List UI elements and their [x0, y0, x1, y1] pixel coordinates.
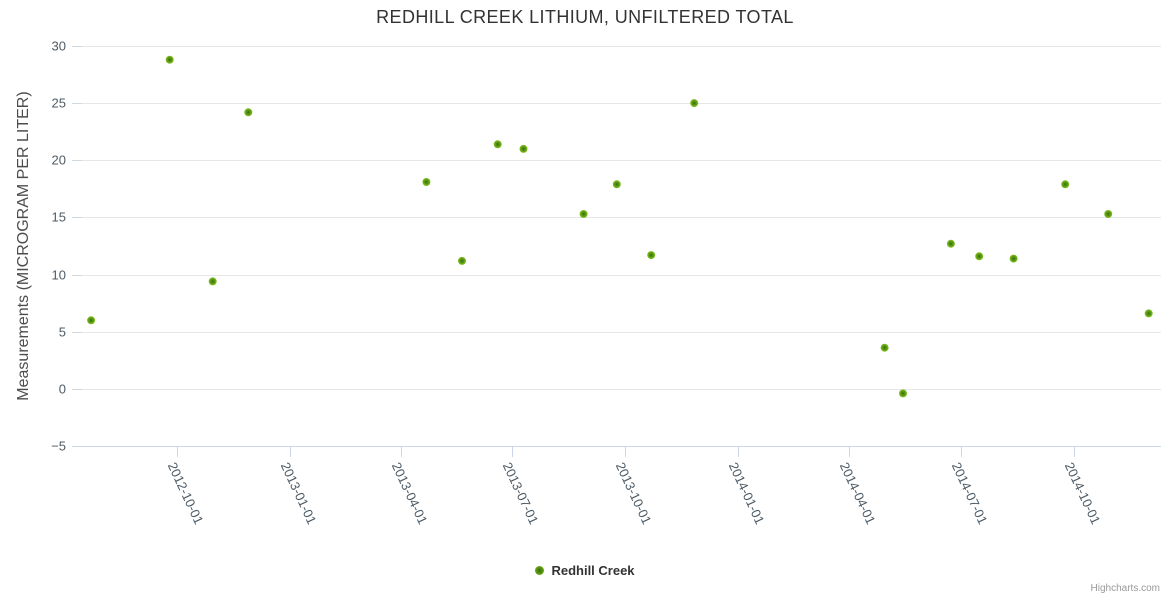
y-axis-tick-label: 10 — [52, 268, 66, 283]
data-point[interactable] — [87, 316, 96, 325]
data-point[interactable] — [208, 277, 217, 286]
data-point[interactable] — [458, 256, 466, 265]
data-point[interactable] — [579, 210, 588, 218]
legend-marker-icon — [535, 566, 545, 575]
legend-item-redhill-creek[interactable]: Redhill Creek — [0, 563, 1170, 578]
y-axis-tick-label: −5 — [51, 439, 66, 454]
x-axis-tick-label: 2014-01-01 — [726, 460, 768, 527]
x-axis-tick-label: 2013-10-01 — [613, 460, 655, 527]
highcharts-credits-link[interactable]: Highcharts.com — [1090, 583, 1160, 594]
x-axis-tick-label: 2012-10-01 — [165, 460, 207, 527]
data-point[interactable] — [493, 140, 502, 149]
y-axis-tick-label: 5 — [59, 325, 66, 340]
x-axis-tick-label: 2013-01-01 — [278, 460, 320, 527]
data-point[interactable] — [612, 180, 621, 189]
chart-title: REDHILL CREEK LITHIUM, UNFILTERED TOTAL — [376, 7, 794, 27]
y-axis-tick-label: 30 — [52, 39, 66, 54]
y-axis-tick-label: 20 — [52, 153, 66, 168]
x-axis-tick-label: 2013-04-01 — [389, 460, 431, 527]
legend-label: Redhill Creek — [551, 563, 635, 578]
data-point[interactable] — [880, 343, 889, 352]
data-point[interactable] — [1104, 210, 1113, 218]
data-point[interactable] — [519, 144, 528, 153]
y-axis-tick-label: 0 — [59, 382, 66, 397]
x-axis-tick-label: 2014-04-01 — [837, 460, 879, 527]
data-point[interactable] — [165, 55, 174, 64]
data-point[interactable] — [690, 99, 699, 108]
data-point[interactable] — [1009, 254, 1018, 263]
x-axis-tick-label: 2014-10-01 — [1062, 460, 1104, 527]
data-point[interactable] — [647, 251, 656, 260]
data-point[interactable] — [244, 108, 253, 117]
data-point[interactable] — [422, 178, 431, 186]
x-axis-tick-label: 2014-07-01 — [949, 460, 991, 527]
y-axis-tick-label: 25 — [52, 96, 66, 111]
y-axis-tick-label: 15 — [52, 210, 66, 225]
data-point[interactable] — [975, 252, 984, 261]
x-axis-tick-label: 2013-07-01 — [500, 460, 542, 527]
data-point[interactable] — [899, 389, 907, 398]
data-point[interactable] — [1061, 180, 1070, 189]
data-point[interactable] — [946, 239, 955, 248]
data-point[interactable] — [1144, 309, 1153, 318]
